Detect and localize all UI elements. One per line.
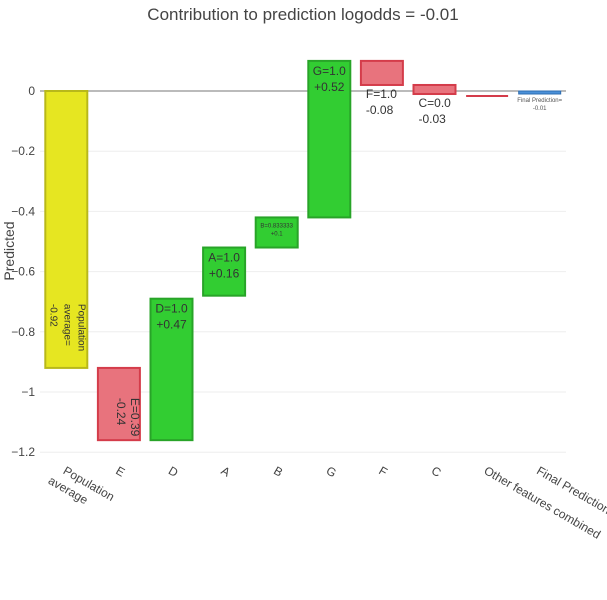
x-tick-text: A	[219, 463, 233, 479]
y-tick-label: −0.2	[11, 144, 35, 158]
x-tick-text: C	[429, 463, 444, 480]
y-tick-label: −1.2	[11, 445, 35, 459]
y-axis-ticks: 0 −0.2 −0.4 −0.6 −0.8 −1 −1.2	[11, 84, 35, 459]
bar-label: +0.52	[314, 80, 345, 94]
bar-label-vertical: E=0.39-0.24	[114, 398, 142, 437]
y-tick-label: −0.6	[11, 265, 35, 279]
bar-label: -0.92	[47, 304, 58, 327]
bar-label: +0.1	[271, 231, 284, 237]
bar-a	[202, 246, 247, 297]
x-tick-label: G	[324, 463, 339, 480]
x-tick-text: E	[113, 463, 127, 479]
x-tick-text: G	[324, 463, 339, 480]
bar-label: Final Prediction=	[517, 98, 562, 104]
chart-title: Contribution to prediction logodds = -0.…	[147, 5, 458, 24]
bar-label: F=1.0	[366, 87, 397, 101]
bar-label: -0.24	[114, 398, 128, 426]
bar-d	[149, 297, 194, 442]
bar-label: C=0.0	[419, 96, 452, 110]
x-tick-text: F	[376, 463, 389, 479]
bar-label: A=1.0	[208, 251, 240, 265]
x-tick-label: C	[429, 463, 444, 480]
bar-label: G=1.0	[313, 64, 346, 78]
bar-label: -0.03	[419, 112, 447, 126]
y-tick-label: −0.4	[11, 204, 35, 218]
x-tick-text: B	[271, 463, 285, 479]
bar-label: Population	[75, 304, 86, 351]
x-tick-label: E	[113, 463, 127, 479]
bar-population-average	[44, 90, 89, 369]
y-axis-label: Predicted	[1, 221, 17, 280]
bar-c	[412, 83, 457, 96]
y-tick-label: −0.8	[11, 325, 35, 339]
bar-g	[307, 59, 352, 219]
bar-label: E=0.39	[128, 398, 142, 437]
y-tick-label: 0	[28, 84, 35, 98]
y-tick-label: −1	[21, 385, 35, 399]
bar-e	[96, 366, 141, 442]
bar-label: B=0.833333	[260, 223, 293, 229]
bar-label: +0.47	[156, 318, 187, 332]
x-tick-label: B	[271, 463, 285, 479]
bar-label: -0.01	[533, 106, 547, 112]
bar-label: +0.16	[209, 267, 240, 281]
bar-label: D=1.0	[155, 302, 188, 316]
x-tick-label: F	[376, 463, 389, 479]
bars	[44, 59, 562, 442]
bar-label: -0.08	[366, 103, 394, 117]
bar-b	[254, 216, 299, 249]
x-tick-label: D	[166, 463, 181, 480]
bar-final-prediction	[518, 90, 562, 95]
x-tick-text: D	[166, 463, 181, 480]
x-tick-label: A	[219, 463, 233, 479]
bar-f	[359, 59, 404, 86]
bar-label: average=	[61, 304, 72, 346]
